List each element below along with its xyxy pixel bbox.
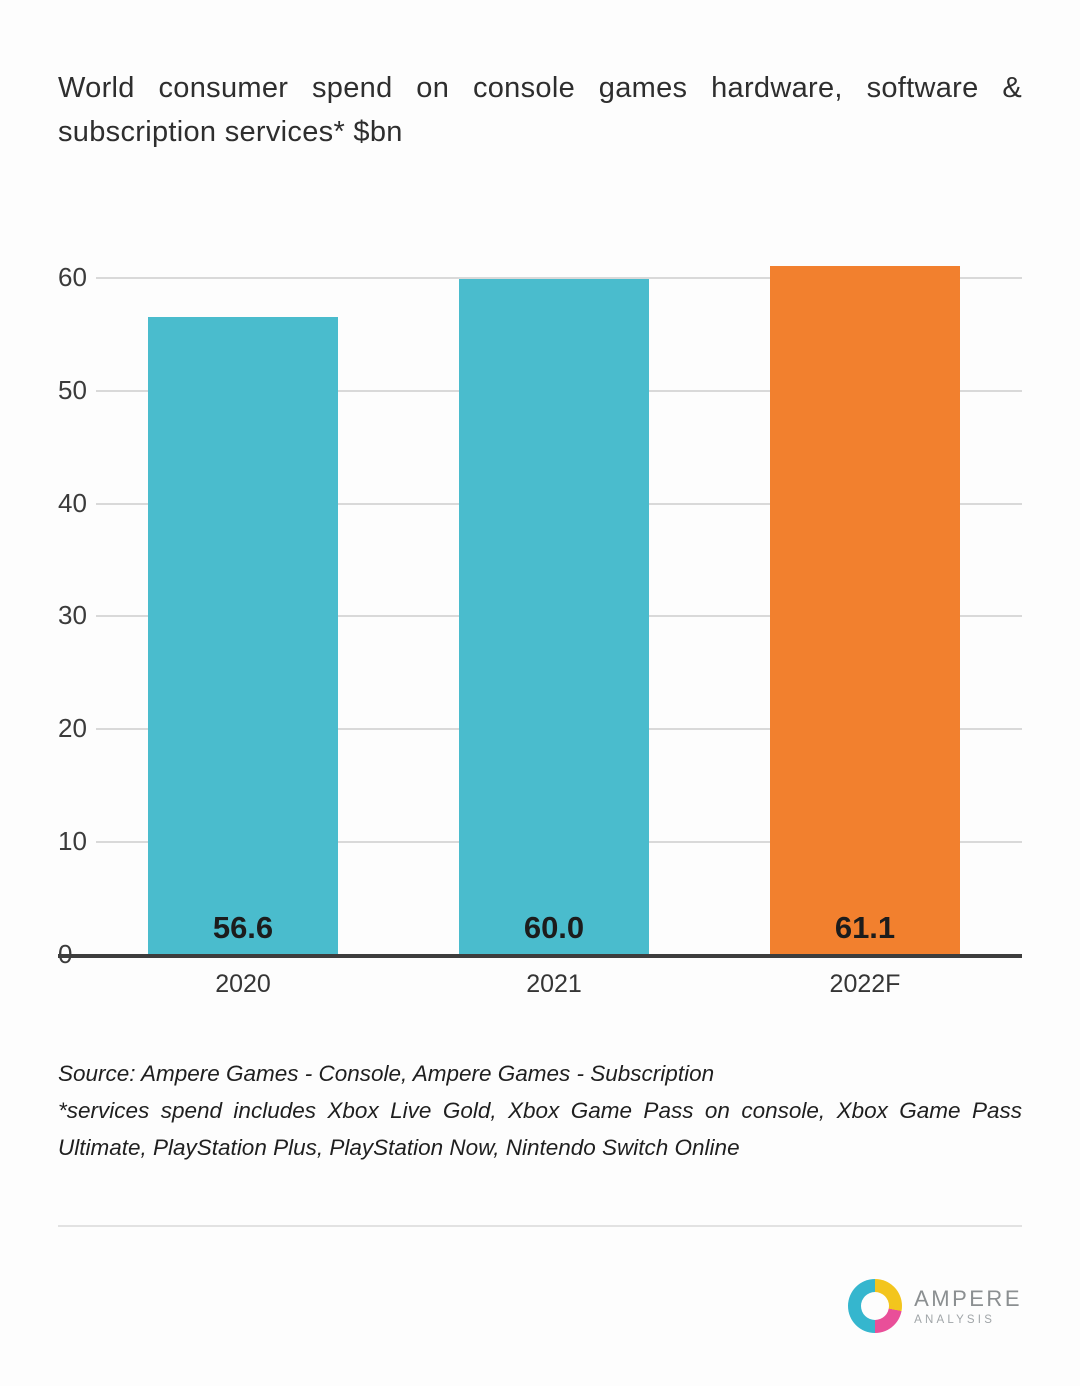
- bar-value-label-2022F: 61.1: [834, 910, 896, 946]
- y-axis-tick-10: 10: [58, 826, 87, 857]
- chart-title: World consumer spend on console games ha…: [58, 72, 1022, 149]
- y-axis-tick-30: 30: [58, 600, 87, 631]
- plot-area: 56.6 60.0 61.1 0 10 20 30 40 50 60: [58, 256, 1022, 969]
- bar-value-label-2020: 56.6: [212, 910, 274, 946]
- footer-divider: [58, 1224, 1022, 1227]
- y-axis-tick-20: 20: [58, 713, 87, 744]
- y-axis-tick-40: 40: [58, 487, 87, 518]
- ampere-logo: AMPERE ANALYSIS: [58, 1278, 1022, 1333]
- bar-value-label-2021: 60.0: [523, 910, 585, 946]
- x-axis-labels: 2020 2021 2022F: [58, 970, 1022, 999]
- bar-chart: 56.6 60.0 61.1 0 10 20 30 40 50 60 2020 2021 2022F: [58, 256, 1022, 999]
- bars-container: 56.6 60.0 61.1: [58, 256, 1022, 957]
- x-axis-line: [58, 954, 1022, 959]
- bar-2021: 60.0: [459, 278, 649, 957]
- x-axis-label-2020: 2020: [215, 970, 271, 999]
- bar-2022F: 61.1: [770, 266, 960, 957]
- y-axis-tick-50: 50: [58, 374, 87, 405]
- source-line-1: Source: Ampere Games - Console, Ampere G…: [58, 1061, 715, 1087]
- logo-name: AMPERE: [914, 1285, 1022, 1311]
- source-note: Source: Ampere Games - Console, Ampere G…: [58, 1055, 1022, 1166]
- x-axis-label-2021: 2021: [526, 970, 582, 999]
- y-axis-tick-60: 60: [58, 261, 87, 292]
- ampere-logo-text: AMPERE ANALYSIS: [914, 1286, 1022, 1326]
- logo-subtitle: ANALYSIS: [914, 1313, 996, 1326]
- x-axis-label-2022F: 2022F: [829, 970, 901, 999]
- gridline-60: [96, 276, 1022, 279]
- bar-2020: 56.6: [148, 317, 338, 957]
- ampere-logo-icon: [848, 1278, 903, 1333]
- y-axis-tick-0: 0: [58, 939, 72, 970]
- source-line-2: *services spend includes Xbox Live Gold,…: [58, 1098, 1022, 1161]
